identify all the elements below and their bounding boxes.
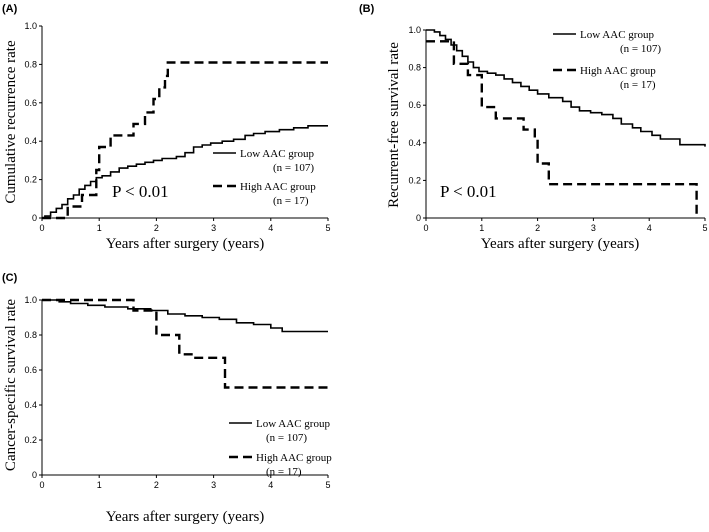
panel-b: (B) 0 0.2 0.4 0.6 0.8 1.0 0 1 2 3 4 5 Years after sur…: [359, 3, 708, 252]
legend-count: (n = 107): [266, 432, 307, 444]
x-tick-label: 4: [268, 480, 273, 490]
y-tick-label: 0.6: [24, 365, 37, 375]
y-tick-label: 0.8: [24, 59, 37, 69]
legend-label: Low AAC group: [256, 418, 330, 430]
x-tick-label: 3: [211, 480, 216, 490]
y-tick-label: 0.6: [408, 100, 421, 110]
y-tick-label: 0: [416, 213, 421, 223]
x-tick-label: 5: [702, 223, 707, 233]
x-tick-label: 4: [268, 223, 273, 233]
panel-c: (C) 0 0.2 0.4 0.6 0.8 1.0 0 1 2 3 4 5 Years after sur…: [2, 272, 332, 525]
y-tick-label: 0: [32, 213, 37, 223]
x-tick-label: 0: [39, 480, 44, 490]
y-tick-label: 0.2: [24, 435, 37, 445]
x-tick-label: 0: [39, 223, 44, 233]
x-tick-label: 2: [535, 223, 540, 233]
y-tick-label: 0.8: [408, 63, 421, 73]
legend-label: High AAC group: [240, 181, 316, 193]
y-tick-label: 0.2: [24, 175, 37, 185]
y-axis-label: Cancer-specific survival rate: [3, 299, 19, 471]
y-tick-label: 0.4: [24, 400, 37, 410]
legend-count: (n = 17): [273, 195, 309, 207]
x-tick-label: 4: [647, 223, 652, 233]
panel-label-c: (C): [2, 272, 18, 284]
high-aac-curve: [42, 298, 328, 389]
legend-label: Low AAC group: [580, 29, 654, 41]
x-axis-label: Years after surgery (years): [481, 236, 640, 252]
high-aac-curve: [426, 40, 698, 218]
legend-count: (n = 107): [620, 43, 661, 55]
y-tick-label: 1.0: [408, 25, 421, 35]
x-tick-label: 2: [154, 223, 159, 233]
panel-label-a: (A): [2, 3, 18, 15]
y-tick-label: 0.8: [24, 330, 37, 340]
legend-count: (n = 107): [273, 162, 314, 174]
x-tick-label: 1: [97, 223, 102, 233]
legend-label: High AAC group: [256, 452, 332, 464]
y-tick-label: 1.0: [24, 21, 37, 31]
panel-a: (A) 0 0.2 0.4 0.6 0.8 1.0 0 1 2 3 4 5 Years after sur…: [2, 3, 331, 252]
x-tick-label: 2: [154, 480, 159, 490]
p-value: P < 0.01: [440, 182, 497, 201]
legend-count: (n = 17): [620, 79, 656, 91]
legend-label: High AAC group: [580, 65, 656, 77]
y-tick-label: 0.2: [408, 175, 421, 185]
p-value: P < 0.01: [112, 182, 169, 201]
y-axis-label: Cumulative recurrence rate: [3, 40, 19, 204]
x-axis-label: Years after surgery (years): [106, 236, 265, 252]
y-tick-label: 0.6: [24, 98, 37, 108]
low-aac-curve: [42, 299, 328, 333]
low-aac-curve: [426, 29, 706, 147]
x-tick-label: 1: [97, 480, 102, 490]
high-aac-curve: [42, 61, 328, 220]
low-aac-curve: [42, 125, 328, 219]
y-tick-label: 0.4: [24, 136, 37, 146]
y-axis-label: Recurrent-free survival rate: [386, 42, 402, 208]
y-tick-label: 0: [32, 470, 37, 480]
x-tick-label: 1: [479, 223, 484, 233]
x-tick-label: 5: [325, 480, 330, 490]
legend-count: (n = 17): [266, 466, 302, 478]
x-tick-label: 3: [211, 223, 216, 233]
panel-label-b: (B): [359, 3, 375, 15]
x-axis-label: Years after surgery (years): [106, 509, 265, 525]
y-tick-label: 1.0: [24, 295, 37, 305]
x-tick-label: 0: [423, 223, 428, 233]
x-tick-label: 3: [591, 223, 596, 233]
y-tick-label: 0.4: [408, 138, 421, 148]
legend-label: Low AAC group: [240, 148, 314, 160]
x-tick-label: 5: [325, 223, 330, 233]
